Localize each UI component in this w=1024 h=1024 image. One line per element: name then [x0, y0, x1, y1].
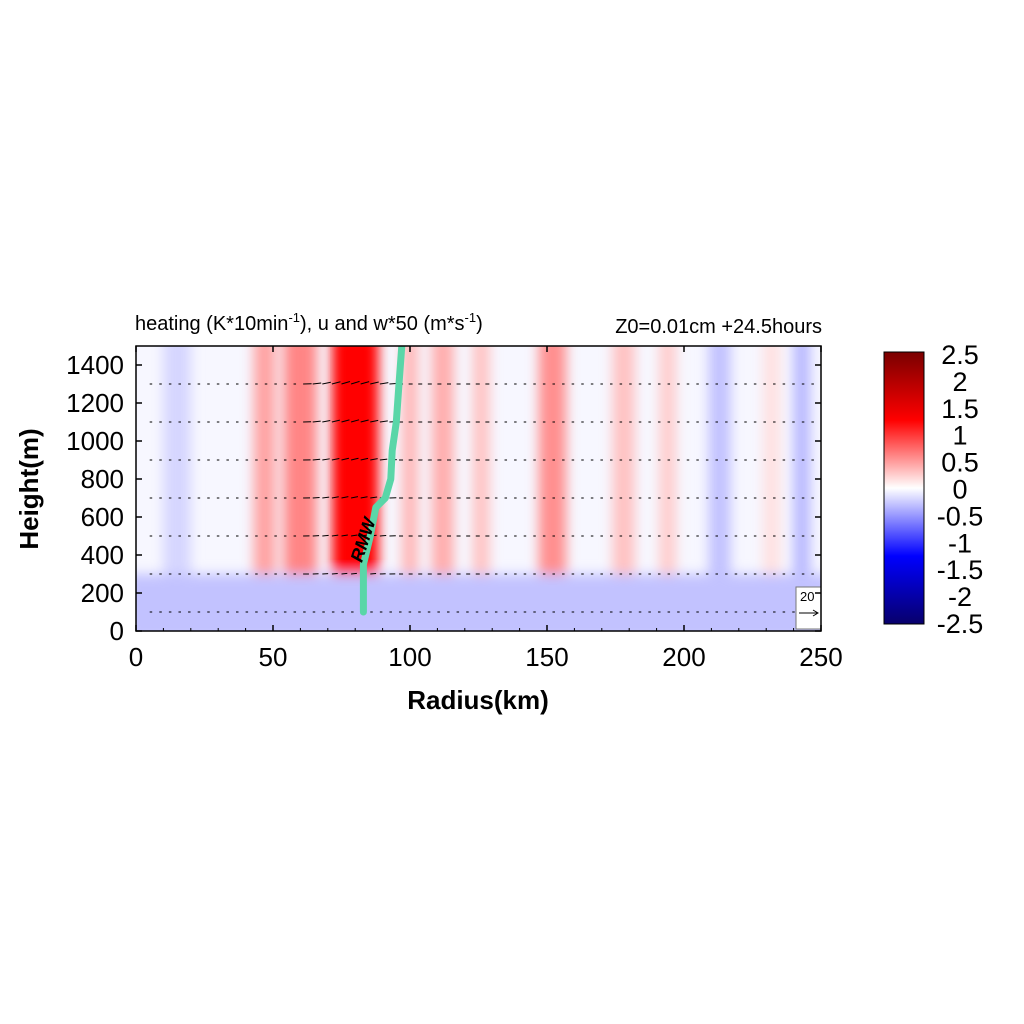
surface-layer-cooling	[136, 574, 821, 631]
y-axis-title: Height(m)	[14, 428, 44, 549]
wind-vector	[312, 496, 320, 499]
colorbar-tick-label: -1	[948, 528, 972, 558]
wind-vector	[379, 420, 388, 423]
y-tick-label: 800	[81, 464, 124, 494]
y-tick-label: 600	[81, 502, 124, 532]
colorbar-tick-label: -2	[948, 582, 972, 612]
wind-vector	[331, 496, 339, 499]
heating-column	[431, 346, 454, 574]
plot-frame	[135, 345, 822, 632]
colorbar-tick-label: -1.5	[937, 555, 984, 585]
colorbar-tick-label: 2.5	[941, 340, 979, 370]
wind-vector	[379, 382, 389, 385]
colorbar-tick-label: -2.5	[937, 609, 984, 639]
heating-column	[793, 346, 811, 574]
heating-column	[163, 346, 191, 574]
heating-column	[708, 346, 731, 574]
colorbar-tick-label: 2	[952, 367, 967, 397]
colorbar-tick-label: 1.5	[941, 394, 979, 424]
rmw-line	[359, 346, 406, 616]
wind-vector	[312, 382, 322, 385]
colorbar-tick-label: 0	[952, 475, 967, 505]
x-tick-label: 250	[799, 642, 842, 672]
wind-vector	[331, 457, 340, 461]
wind-vector	[360, 419, 369, 423]
wind-vector	[370, 381, 379, 385]
colorbar-tick-label: 0.5	[941, 448, 979, 478]
colorbar-ticks: 2.521.510.50-0.5-1-1.5-2-2.5	[937, 340, 984, 639]
wind-vector	[351, 534, 358, 537]
wind-vector	[331, 381, 341, 385]
wind-vectors	[149, 380, 814, 613]
x-axis-title: Radius(km)	[407, 685, 549, 715]
reference-vector-label: 20	[800, 589, 814, 604]
wind-vector	[351, 572, 357, 575]
wind-vector	[360, 534, 368, 537]
heating-column	[401, 346, 419, 574]
chart-subtitle: Z0=0.01cm +24.5hours	[615, 316, 822, 338]
y-tick-label: 200	[81, 578, 124, 608]
heating-column	[538, 346, 567, 574]
wind-vector	[350, 496, 359, 499]
wind-vector	[341, 419, 350, 423]
wind-vector	[360, 381, 370, 385]
heating-column	[283, 346, 317, 574]
y-axis: 0 200 400 600 800 1000 1200 1400	[66, 350, 821, 646]
wind-vector	[350, 457, 359, 461]
y-tick-label: 1000	[66, 426, 124, 456]
wind-vector	[322, 496, 330, 499]
colorbar-tick-label: 1	[952, 421, 967, 451]
colorbar	[883, 351, 925, 625]
wind-vector	[322, 534, 329, 537]
heating-column	[473, 346, 490, 574]
x-tick-label: 50	[259, 642, 288, 672]
wind-vector	[350, 419, 360, 423]
y-tick-label: 1400	[66, 350, 124, 380]
heating-column	[659, 346, 676, 574]
wind-vector	[322, 381, 331, 385]
colorbar-tick-label: -0.5	[937, 501, 984, 531]
wind-vector	[341, 534, 348, 537]
heating-column	[253, 346, 276, 574]
x-tick-label: 150	[525, 642, 568, 672]
heating-column	[612, 346, 635, 574]
heating-column	[763, 346, 780, 574]
wind-vector	[379, 458, 388, 461]
wind-vector	[322, 458, 330, 461]
wind-vector	[341, 457, 350, 461]
wind-vector	[360, 496, 368, 499]
wind-vector	[331, 419, 340, 423]
wind-vector	[331, 572, 338, 575]
y-tick-label: 1200	[66, 388, 124, 418]
wind-vector	[322, 420, 331, 423]
wind-vector	[312, 420, 321, 423]
wind-vector	[370, 496, 378, 499]
x-tick-label: 100	[388, 642, 431, 672]
x-tick-label: 0	[129, 642, 143, 672]
reference-vector: 20	[795, 586, 822, 630]
wind-vector	[341, 496, 349, 499]
x-tick-label: 200	[662, 642, 705, 672]
wind-vector	[341, 380, 351, 385]
y-tick-label: 400	[81, 540, 124, 570]
chart-title: heating (K*10min-1), u and w*50 (m*s-1)	[135, 310, 483, 335]
wind-vector	[331, 534, 339, 537]
wind-vector	[370, 458, 378, 461]
wind-vector	[341, 572, 348, 575]
x-axis: 0 50 100 150 200 250	[129, 346, 843, 672]
wind-vector	[312, 458, 321, 461]
wind-vector	[350, 380, 360, 385]
wind-vector	[360, 457, 369, 461]
wind-vector	[379, 534, 387, 537]
y-tick-label: 0	[110, 616, 124, 646]
wind-vector	[370, 419, 379, 423]
